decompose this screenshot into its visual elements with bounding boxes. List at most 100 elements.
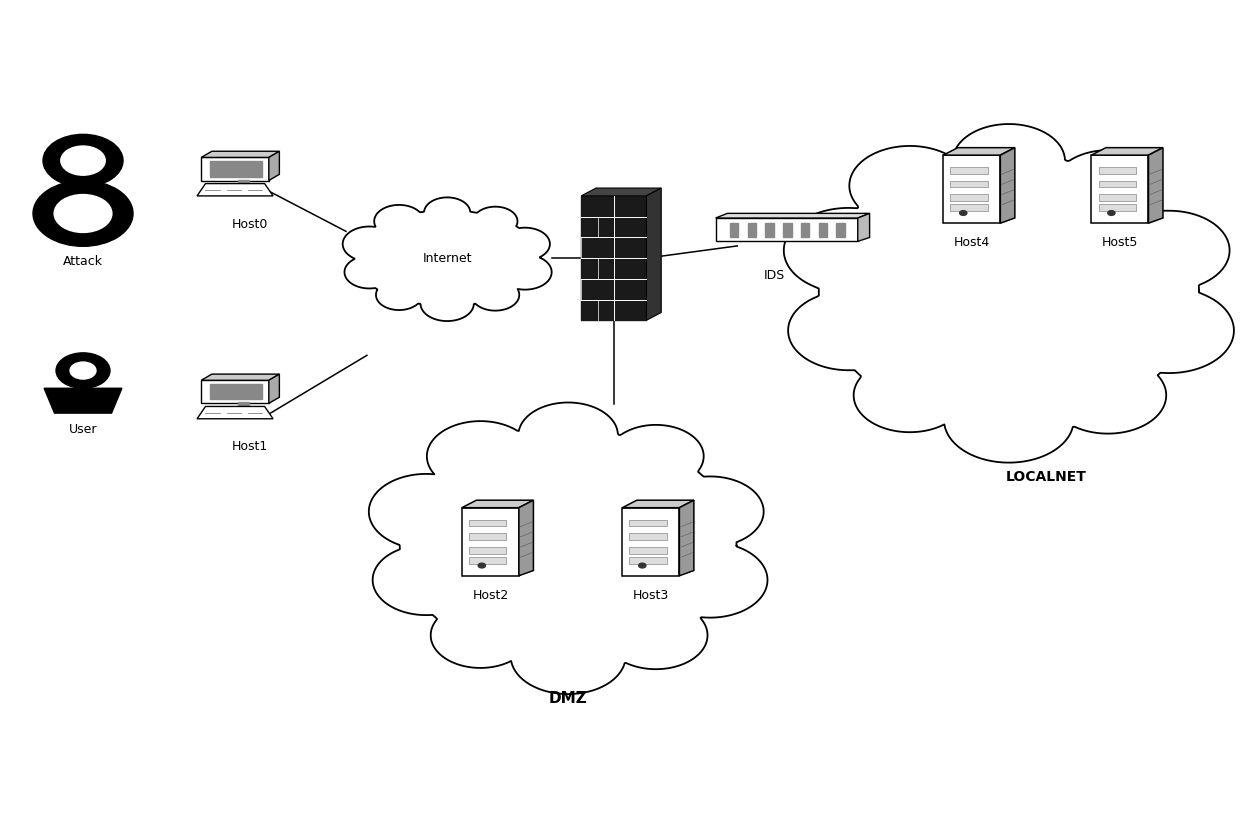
Circle shape <box>656 477 764 547</box>
Polygon shape <box>461 500 533 508</box>
Circle shape <box>518 402 618 468</box>
Circle shape <box>849 146 970 225</box>
Polygon shape <box>858 213 869 242</box>
Circle shape <box>960 211 967 215</box>
Polygon shape <box>45 388 122 413</box>
Text: DMZ: DMZ <box>549 690 588 706</box>
Text: Host0: Host0 <box>232 218 268 231</box>
Polygon shape <box>630 557 667 564</box>
Circle shape <box>69 362 95 379</box>
Polygon shape <box>630 547 667 553</box>
Polygon shape <box>1001 148 1014 224</box>
Polygon shape <box>784 223 791 237</box>
Circle shape <box>43 135 123 187</box>
Circle shape <box>479 563 485 568</box>
Circle shape <box>498 255 552 290</box>
Polygon shape <box>210 384 263 399</box>
Text: Internet: Internet <box>423 251 472 264</box>
Polygon shape <box>201 374 279 380</box>
Polygon shape <box>715 218 858 242</box>
Polygon shape <box>715 213 869 218</box>
Circle shape <box>373 545 480 615</box>
Polygon shape <box>1099 180 1136 188</box>
Circle shape <box>345 255 394 289</box>
Text: Host3: Host3 <box>632 588 670 601</box>
Polygon shape <box>238 180 249 185</box>
Polygon shape <box>1099 167 1136 174</box>
Polygon shape <box>210 162 263 176</box>
Polygon shape <box>1148 148 1163 224</box>
Polygon shape <box>622 508 680 576</box>
Polygon shape <box>1091 155 1148 224</box>
Circle shape <box>604 601 708 669</box>
Ellipse shape <box>399 429 737 662</box>
Text: Host4: Host4 <box>954 236 990 249</box>
Circle shape <box>374 205 424 237</box>
Polygon shape <box>469 547 506 553</box>
Polygon shape <box>201 157 269 180</box>
Circle shape <box>652 543 768 618</box>
Circle shape <box>368 474 484 549</box>
Text: Attack: Attack <box>63 255 103 268</box>
Circle shape <box>474 206 517 236</box>
Polygon shape <box>837 223 844 237</box>
Text: IDS: IDS <box>764 268 785 282</box>
Polygon shape <box>269 151 279 180</box>
Polygon shape <box>950 167 987 174</box>
Ellipse shape <box>818 154 1199 427</box>
Polygon shape <box>748 223 756 237</box>
Polygon shape <box>765 223 774 237</box>
Polygon shape <box>818 223 827 237</box>
Polygon shape <box>630 520 667 526</box>
Circle shape <box>56 353 110 388</box>
Circle shape <box>1109 211 1230 290</box>
Polygon shape <box>950 194 987 201</box>
Polygon shape <box>801 223 810 237</box>
Circle shape <box>471 279 520 311</box>
Circle shape <box>1054 150 1162 221</box>
Polygon shape <box>238 402 249 408</box>
Circle shape <box>511 619 625 694</box>
Polygon shape <box>461 508 518 576</box>
Circle shape <box>427 421 534 491</box>
Circle shape <box>1049 357 1167 433</box>
Polygon shape <box>680 500 694 576</box>
Text: Host2: Host2 <box>472 588 508 601</box>
Polygon shape <box>950 205 987 211</box>
Polygon shape <box>469 520 506 526</box>
Polygon shape <box>944 155 1001 224</box>
Polygon shape <box>944 148 1014 155</box>
Circle shape <box>1107 211 1115 215</box>
Circle shape <box>376 280 422 310</box>
Polygon shape <box>201 380 269 403</box>
Circle shape <box>424 197 470 228</box>
Circle shape <box>420 286 474 321</box>
Polygon shape <box>630 533 667 540</box>
Circle shape <box>500 228 549 260</box>
Circle shape <box>944 378 1074 463</box>
Circle shape <box>342 227 396 261</box>
Circle shape <box>33 180 133 246</box>
Circle shape <box>61 146 105 175</box>
Circle shape <box>853 358 966 432</box>
Circle shape <box>784 208 914 293</box>
Polygon shape <box>646 188 661 321</box>
Polygon shape <box>950 180 987 188</box>
Polygon shape <box>197 184 273 196</box>
Text: LOCALNET: LOCALNET <box>1006 470 1086 484</box>
Circle shape <box>952 124 1065 197</box>
Polygon shape <box>582 188 661 196</box>
Polygon shape <box>197 406 273 419</box>
Polygon shape <box>469 557 506 564</box>
Polygon shape <box>518 500 533 576</box>
Polygon shape <box>1099 205 1136 211</box>
Polygon shape <box>469 533 506 540</box>
Text: User: User <box>68 424 97 437</box>
Circle shape <box>55 194 112 233</box>
Polygon shape <box>201 151 279 157</box>
Polygon shape <box>730 223 738 237</box>
Polygon shape <box>1091 148 1163 155</box>
Polygon shape <box>582 196 646 321</box>
Circle shape <box>1105 288 1234 373</box>
Text: Host5: Host5 <box>1102 236 1138 249</box>
